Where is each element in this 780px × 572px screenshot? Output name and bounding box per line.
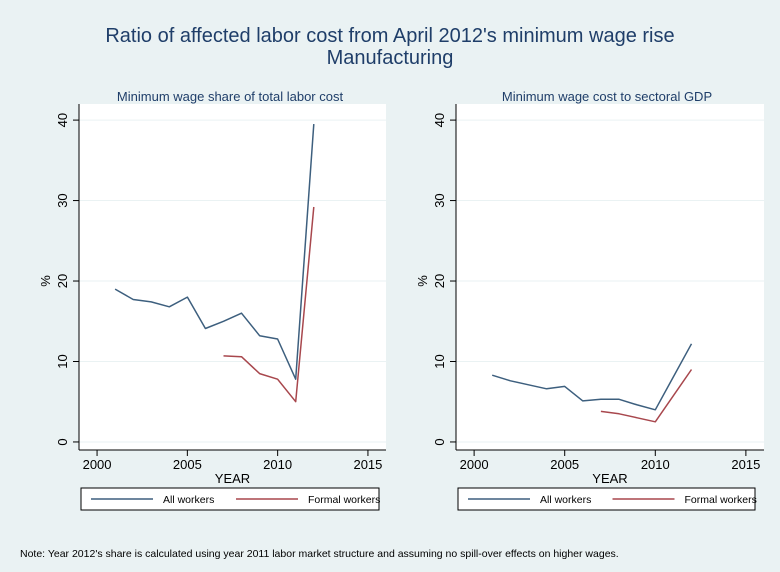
right-plot-area — [456, 104, 764, 450]
right-x-tick-label: 2015 — [731, 457, 760, 472]
left-series-all-workers-line — [114, 124, 315, 380]
right-legend — [457, 487, 756, 511]
left-x-tick-label: 2000 — [83, 457, 112, 472]
right-series-all-workers-line — [491, 343, 693, 411]
right-y-axis-label: % — [415, 275, 430, 287]
left-plot-area — [79, 104, 386, 450]
left-legend-label-formal-workers: Formal workers — [308, 494, 380, 506]
right-legend-label-formal-workers: Formal workers — [685, 494, 757, 506]
right-subtitle: Minimum wage cost to sectoral GDP — [502, 89, 712, 104]
left-x-tick-label: 2010 — [263, 457, 292, 472]
left-legend — [80, 487, 380, 511]
left-y-tick-label: 30 — [55, 193, 70, 207]
right-y-tick-label: 20 — [432, 274, 447, 288]
figure-title-line1: Ratio of affected labor cost from April … — [105, 25, 674, 47]
left-series-formal-workers-line — [223, 206, 315, 403]
left-y-tick-label: 0 — [55, 438, 70, 445]
right-x-tick-label: 2000 — [460, 457, 489, 472]
right-y-tick-label: 40 — [432, 113, 447, 127]
right-y-tick-label: 30 — [432, 193, 447, 207]
left-y-tick-label: 20 — [55, 274, 70, 288]
right-x-tick-label: 2005 — [550, 457, 579, 472]
right-x-tick-label: 2010 — [641, 457, 670, 472]
left-x-tick-label: 2005 — [173, 457, 202, 472]
left-y-tick-label: 40 — [55, 113, 70, 127]
left-panel: Minimum wage share of total labor cost 0 1… — [38, 89, 386, 511]
left-subtitle: Minimum wage share of total labor cost — [117, 89, 344, 104]
left-y-tick-label: 10 — [55, 354, 70, 368]
figure-note: Note: Year 2012's share is calculated us… — [20, 548, 619, 560]
right-y-tick-label: 10 — [432, 354, 447, 368]
right-legend-label-all-workers: All workers — [540, 494, 591, 506]
right-panel: Minimum wage cost to sectoral GDP 0 10 20 30… — [415, 89, 764, 511]
right-series-formal-workers-line — [600, 369, 693, 423]
figure-title-line2: Manufacturing — [327, 47, 454, 69]
right-y-tick-label: 0 — [432, 438, 447, 445]
right-x-axis-label: YEAR — [592, 471, 627, 486]
left-legend-label-all-workers: All workers — [163, 494, 214, 506]
left-y-axis-label: % — [38, 275, 53, 287]
left-x-tick-label: 2015 — [353, 457, 382, 472]
left-x-axis-label: YEAR — [215, 471, 250, 486]
